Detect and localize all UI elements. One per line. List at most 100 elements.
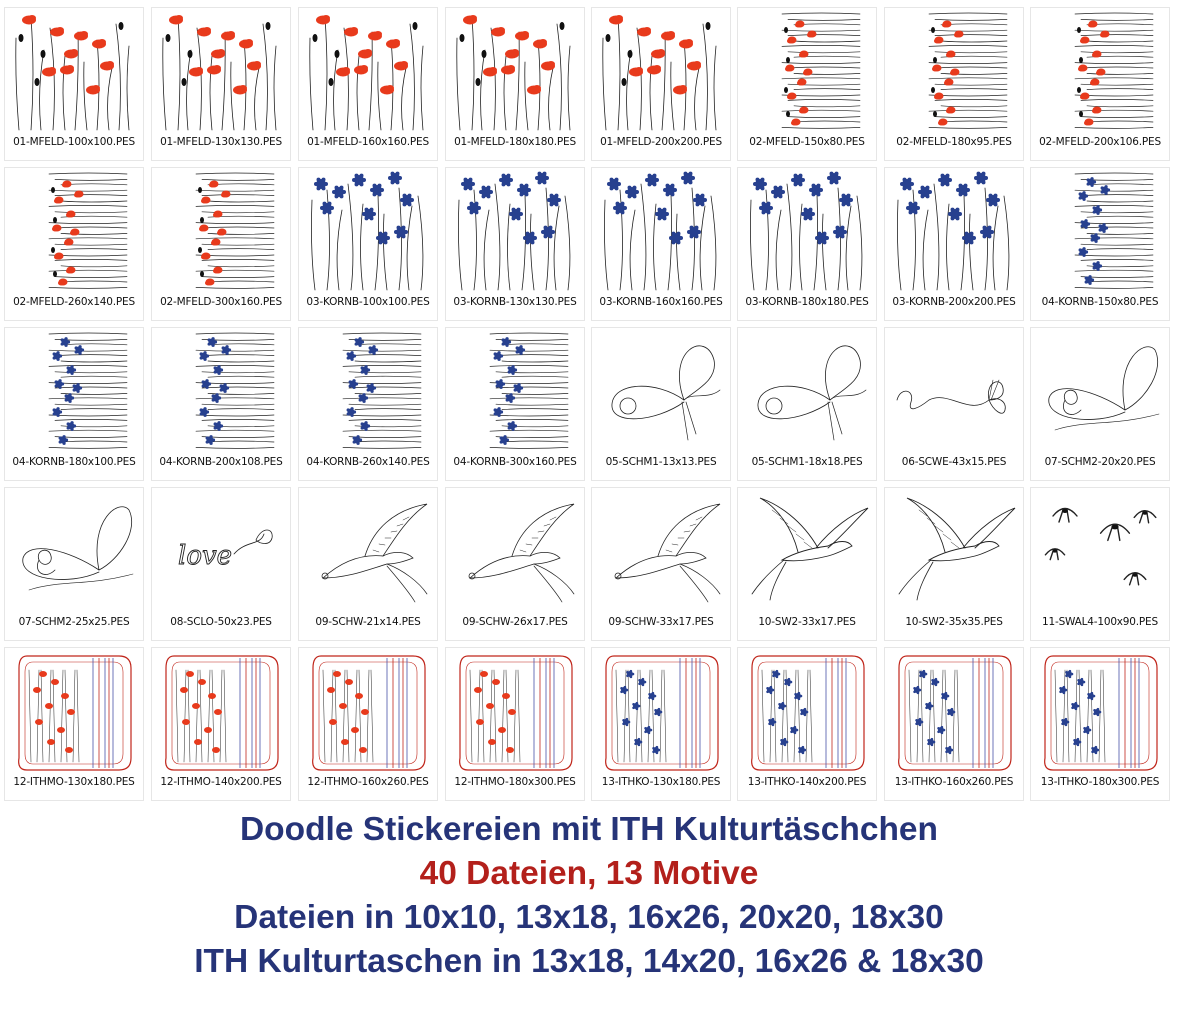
file-tile[interactable]: 10-SW2-35x35.PES: [884, 487, 1024, 641]
file-tile[interactable]: 07-SCHM2-25x25.PES: [4, 487, 144, 641]
file-tile[interactable]: 02-MFELD-200x106.PES: [1030, 7, 1170, 161]
poppy-border-icon: [781, 12, 861, 129]
file-tile[interactable]: 03-KORNB-180x180.PES: [737, 167, 877, 321]
poppy-field-icon: [15, 15, 130, 131]
file-label: 01-MFELD-200x200.PES: [600, 136, 722, 148]
file-label: 12-ITHMO-180x300.PES: [454, 776, 576, 788]
file-label: 01-MFELD-180x180.PES: [454, 136, 576, 148]
cornflower-border-icon: [489, 332, 569, 449]
file-label: 07-SCHM2-20x20.PES: [1044, 456, 1156, 468]
file-tile[interactable]: 12-ITHMO-180x300.PES: [445, 647, 585, 801]
file-tile[interactable]: 09-SCHW-33x17.PES: [591, 487, 731, 641]
bag-cornflower-icon: [1044, 655, 1158, 771]
file-label: 04-KORNB-260x140.PES: [306, 456, 430, 468]
file-label: 04-KORNB-300x160.PES: [453, 456, 577, 468]
file-label: 04-KORNB-180x100.PES: [12, 456, 136, 468]
file-tile[interactable]: 02-MFELD-180x95.PES: [884, 7, 1024, 161]
promo-text: Doodle Stickereien mit ITH Kulturtäschch…: [0, 808, 1178, 984]
file-tile[interactable]: 09-SCHW-26x17.PES: [445, 487, 585, 641]
promo-file-sizes: Dateien in 10x10, 13x18, 16x26, 20x20, 1…: [234, 899, 944, 936]
cornflower-field-icon: [458, 171, 571, 291]
poppy-field-icon: [309, 15, 424, 131]
file-label: 12-ITHMO-160x260.PES: [307, 776, 429, 788]
file-tile[interactable]: 09-SCHW-21x14.PES: [298, 487, 438, 641]
file-tile[interactable]: 06-SCWE-43x15.PES: [884, 327, 1024, 481]
file-tile[interactable]: 01-MFELD-100x100.PES: [4, 7, 144, 161]
file-tile[interactable]: 02-MFELD-300x160.PES: [151, 167, 291, 321]
file-tile[interactable]: 07-SCHM2-20x20.PES: [1030, 327, 1170, 481]
file-label: 07-SCHM2-25x25.PES: [18, 616, 130, 628]
file-tile[interactable]: 04-KORNB-260x140.PES: [298, 327, 438, 481]
file-tile[interactable]: 02-MFELD-260x140.PES: [4, 167, 144, 321]
file-tile[interactable]: 04-KORNB-300x160.PES: [445, 327, 585, 481]
cornflower-border-icon: [342, 332, 422, 449]
butterfly-icon: [757, 345, 867, 441]
file-label: 09-SCHW-26x17.PES: [462, 616, 568, 628]
file-thumbnail-grid: 01-MFELD-100x100.PES 01-MFELD-130x130.PES…: [4, 7, 1170, 801]
file-tile[interactable]: 01-MFELD-130x130.PES: [151, 7, 291, 161]
file-tile[interactable]: 02-MFELD-150x80.PES: [737, 7, 877, 161]
poppy-field-icon: [162, 15, 277, 131]
file-tile[interactable]: 13-ITHKO-130x180.PES: [591, 647, 731, 801]
file-tile[interactable]: 03-KORNB-130x130.PES: [445, 167, 585, 321]
bag-cornflower-icon: [605, 655, 719, 771]
file-label: 05-SCHM1-13x13.PES: [605, 456, 717, 468]
file-tile[interactable]: 01-MFELD-180x180.PES: [445, 7, 585, 161]
file-label: 03-KORNB-130x130.PES: [453, 296, 577, 308]
file-tile[interactable]: 04-KORNB-180x100.PES: [4, 327, 144, 481]
file-label: 03-KORNB-180x180.PES: [745, 296, 869, 308]
file-label: 03-KORNB-200x200.PES: [892, 296, 1016, 308]
swallow-icon: [321, 503, 428, 603]
file-tile[interactable]: 13-ITHKO-160x260.PES: [884, 647, 1024, 801]
cornflower-border-icon: [195, 332, 275, 449]
file-tile[interactable]: love 08-SCLO-50x23.PES: [151, 487, 291, 641]
file-label: 04-KORNB-150x80.PES: [1041, 296, 1159, 308]
file-label: 13-ITHKO-140x200.PES: [747, 776, 867, 788]
file-label: 02-MFELD-150x80.PES: [749, 136, 865, 148]
file-label: 13-ITHKO-160x260.PES: [894, 776, 1014, 788]
file-label: 08-SCLO-50x23.PES: [170, 616, 272, 628]
poppy-field-icon: [602, 15, 717, 131]
file-tile[interactable]: 01-MFELD-160x160.PES: [298, 7, 438, 161]
file-tile[interactable]: 12-ITHMO-130x180.PES: [4, 647, 144, 801]
file-tile[interactable]: 03-KORNB-200x200.PES: [884, 167, 1024, 321]
file-label: 02-MFELD-200x106.PES: [1039, 136, 1161, 148]
bag-cornflower-icon: [751, 655, 865, 771]
bag-poppy-icon: [18, 655, 132, 771]
cornflower-field-icon: [311, 171, 424, 291]
file-tile[interactable]: 12-ITHMO-140x200.PES: [151, 647, 291, 801]
file-tile[interactable]: 03-KORNB-160x160.PES: [591, 167, 731, 321]
file-tile[interactable]: 05-SCHM1-18x18.PES: [737, 327, 877, 481]
file-tile[interactable]: 04-KORNB-150x80.PES: [1030, 167, 1170, 321]
promo-file-count: 40 Dateien, 13 Motive: [419, 855, 759, 892]
file-label: 10-SW2-33x17.PES: [758, 616, 856, 628]
file-label: 02-MFELD-300x160.PES: [160, 296, 282, 308]
file-tile[interactable]: 12-ITHMO-160x260.PES: [298, 647, 438, 801]
poppy-border-icon: [1074, 12, 1154, 129]
file-tile[interactable]: 04-KORNB-200x108.PES: [151, 327, 291, 481]
file-label: 02-MFELD-180x95.PES: [896, 136, 1012, 148]
file-label: 02-MFELD-260x140.PES: [13, 296, 135, 308]
file-label: 11-SWAL4-100x90.PES: [1042, 616, 1158, 628]
file-tile[interactable]: 13-ITHKO-180x300.PES: [1030, 647, 1170, 801]
file-tile[interactable]: 01-MFELD-200x200.PES: [591, 7, 731, 161]
bag-poppy-icon: [459, 655, 573, 771]
bag-cornflower-icon: [898, 655, 1012, 771]
file-label: 01-MFELD-100x100.PES: [13, 136, 135, 148]
file-label: 03-KORNB-100x100.PES: [306, 296, 430, 308]
poppy-border-icon: [195, 172, 275, 289]
cornflower-border-icon: [1074, 172, 1154, 289]
swallow-flight-icon: [751, 497, 869, 601]
file-label: 09-SCHW-33x17.PES: [608, 616, 714, 628]
poppy-border-icon: [48, 172, 128, 289]
file-tile[interactable]: 05-SCHM1-13x13.PES: [591, 327, 731, 481]
bag-poppy-icon: [165, 655, 279, 771]
cornflower-field-icon: [604, 171, 717, 291]
file-tile[interactable]: 10-SW2-33x17.PES: [737, 487, 877, 641]
file-label: 03-KORNB-160x160.PES: [599, 296, 723, 308]
butterfly-icon: [611, 345, 721, 441]
file-tile[interactable]: 03-KORNB-100x100.PES: [298, 167, 438, 321]
file-tile[interactable]: 11-SWAL4-100x90.PES: [1030, 487, 1170, 641]
file-label: 12-ITHMO-140x200.PES: [160, 776, 282, 788]
file-tile[interactable]: 13-ITHKO-140x200.PES: [737, 647, 877, 801]
